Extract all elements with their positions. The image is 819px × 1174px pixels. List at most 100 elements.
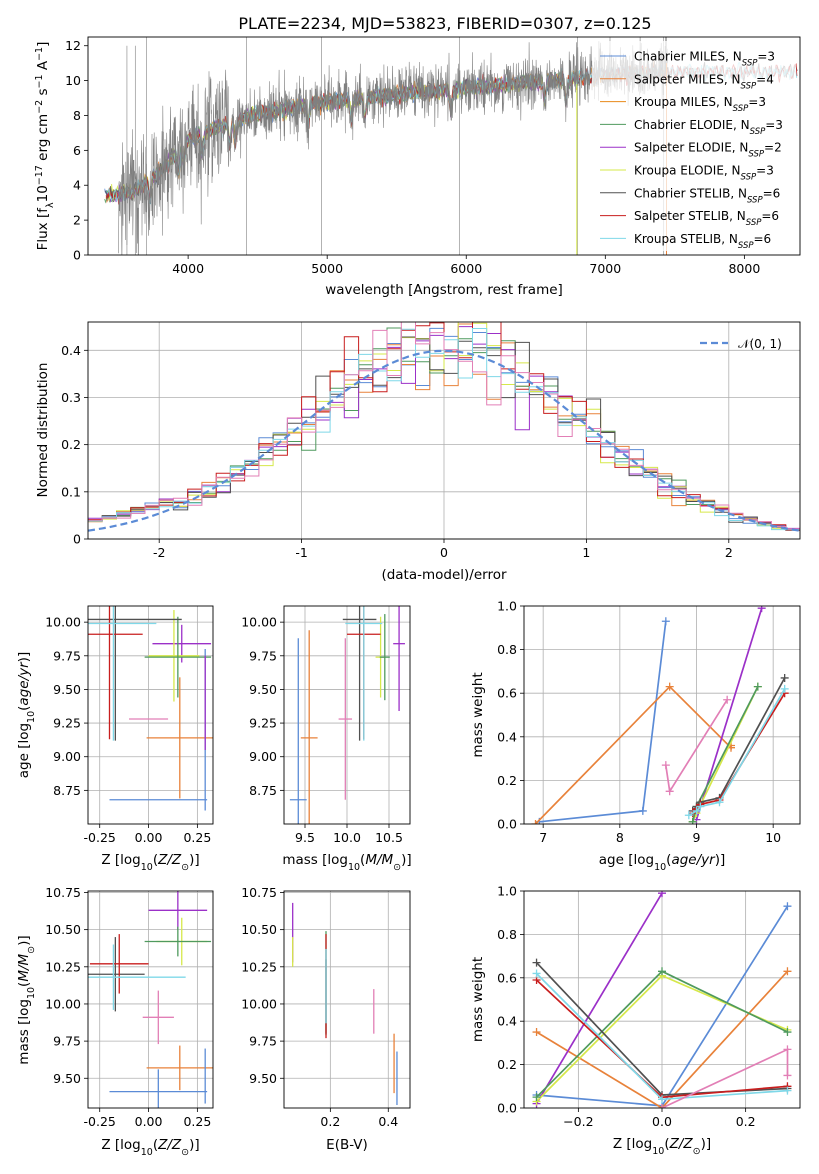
x-tick-label: 0.2	[736, 1114, 756, 1129]
y-tick-label: 9.75	[53, 648, 81, 663]
y-tick-label: 10	[65, 73, 81, 88]
axes-frame	[283, 890, 411, 1109]
y-axis-label: mass weight	[470, 957, 486, 1042]
x-tick-label: 10	[765, 830, 781, 845]
y-tick-label: 10.50	[241, 922, 277, 937]
y-tick-label: 0.6	[497, 970, 517, 985]
axes-frame	[523, 605, 801, 825]
residuals-panel: -2 -1 0 1 2 0 0.1 0.2 0.3 0.4 𝒩(0, 1) (data-model)/…	[35, 321, 801, 583]
weight-point-marker	[715, 798, 724, 807]
y-tick-label: 0.2	[61, 437, 81, 452]
x-tick-label: 0.00	[135, 1114, 163, 1129]
y-tick-label: 1.0	[497, 599, 517, 614]
x-tick-label: -1	[295, 545, 307, 560]
data-spectrum-line	[118, 37, 669, 255]
y-axis-label: age [log10(age/yr)]	[16, 652, 37, 778]
y-axis-label: Normed distribution	[35, 363, 51, 498]
x-axis-label: Z [log10(Z/Z⊙)]	[101, 852, 199, 873]
weight-point-marker	[658, 1104, 666, 1108]
y-tick-label: 10.00	[45, 615, 81, 630]
weight-point-marker	[783, 1086, 792, 1095]
weight-point-marker	[692, 806, 701, 815]
y-tick-label: 12	[65, 38, 81, 53]
gaussian-curve	[88, 349, 800, 532]
weight-point-marker	[753, 682, 762, 691]
y-tick-label: 10.25	[45, 959, 81, 974]
figure-title: PLATE=2234, MJD=53823, FIBERID=0307, z=0…	[238, 14, 651, 33]
x-tick-label: 0.0	[652, 1114, 672, 1129]
weight-point-marker	[658, 891, 666, 898]
y-tick-label: 0.2	[497, 773, 517, 788]
model-spectrum-line	[105, 73, 578, 203]
y-tick-label: 0.6	[497, 686, 517, 701]
y-tick-label: 9.50	[249, 1071, 277, 1086]
y-tick-label: 9.25	[53, 716, 81, 731]
residual-histogram	[88, 322, 800, 530]
age-vs-mass-panel: 9.5 10.0 10.5 8.75 9.00 9.25 9.50 9.75 10.00 mass…	[241, 605, 412, 873]
legend-label: Salpeter MILES, NSSP=4	[634, 72, 774, 91]
legend-label: Salpeter STELIB, NSSP=6	[634, 209, 779, 228]
weight-point-marker	[757, 606, 766, 613]
plot-area	[532, 891, 792, 1108]
x-tick-label: -2	[153, 545, 165, 560]
weight-series-line	[536, 970, 789, 1108]
ticks: −0.2 0.0 0.2 0.0 0.2 0.4 0.6 0.8 1.0	[497, 884, 755, 1130]
ticks: 7 8 9 10 0.0 0.2 0.4 0.6 0.8 1.0	[497, 599, 781, 846]
plot-area	[292, 902, 398, 1106]
weight-vs-age-panel: 7 8 9 10 0.0 0.2 0.4 0.6 0.8 1.0 age [log10(age/yr…	[470, 599, 801, 873]
y-tick-label: 9.50	[53, 682, 81, 697]
x-axis-label: mass [log10(M/M⊙)]	[282, 852, 411, 873]
legend-label: Chabrier STELIB, NSSP=6	[634, 186, 780, 205]
weight-point-marker	[780, 673, 789, 682]
y-tick-label: 0.0	[497, 817, 517, 832]
residual-histogram	[88, 336, 800, 531]
ticks: -0.25 0.00 0.25 9.50 9.75 10.00 10.25 10.50 10.7…	[45, 885, 211, 1129]
ticks: -2 -1 0 1 2 0 0.1 0.2 0.3 0.4	[61, 343, 733, 560]
y-tick-label: 8	[73, 108, 81, 123]
legend: 𝒩(0, 1)	[700, 337, 782, 351]
weight-point-marker	[723, 695, 732, 704]
y-tick-label: 10.00	[241, 996, 277, 1011]
weight-point-marker	[532, 1028, 541, 1037]
y-tick-label: 0.1	[61, 484, 81, 499]
weight-point-marker	[532, 958, 541, 967]
x-tick-label: 1	[582, 545, 590, 560]
y-tick-label: 0	[73, 248, 81, 263]
y-tick-label: 9.75	[249, 648, 277, 663]
age-vs-metallicity-panel: -0.25 0.00 0.25 8.75 9.00 9.25 9.50 9.75 10.00 Z …	[16, 605, 214, 873]
x-tick-label: 0.25	[183, 1114, 211, 1129]
weight-point-marker	[783, 902, 792, 911]
weight-series-line	[661, 1048, 789, 1108]
x-axis-label: wavelength [Angstrom, rest frame]	[325, 282, 563, 298]
legend-label: Salpeter ELODIE, NSSP=2	[634, 141, 782, 160]
mass-vs-metallicity-panel: -0.25 0.00 0.25 9.50 9.75 10.00 10.25 10.50 10.7…	[16, 885, 214, 1158]
x-tick-label: 0.4	[378, 1114, 398, 1129]
y-tick-label: 0.8	[497, 642, 517, 657]
y-tick-label: 10.00	[241, 615, 277, 630]
ticks: 0.2 0.4 9.50 9.75 10.00 10.25 10.50 10.75	[241, 885, 398, 1129]
y-tick-label: 9.00	[53, 749, 81, 764]
y-tick-label: 10.00	[45, 996, 81, 1011]
y-tick-label: 2	[73, 213, 81, 228]
axes-frame	[523, 890, 801, 1109]
plot-area	[531, 606, 789, 824]
y-tick-label: 9.75	[53, 1034, 81, 1049]
axes-frame	[87, 890, 214, 1109]
weight-point-marker	[665, 682, 674, 691]
weight-point-marker	[532, 969, 541, 978]
y-tick-label: 9.75	[249, 1034, 277, 1049]
plot-area	[88, 891, 213, 1108]
y-tick-label: 6	[73, 143, 81, 158]
y-tick-label: 0.3	[61, 390, 81, 405]
y-tick-label: 10.75	[241, 885, 277, 900]
weight-point-marker	[661, 617, 670, 626]
weight-point-marker	[783, 1045, 792, 1054]
legend-label: Kroupa STELIB, NSSP=6	[634, 232, 771, 251]
y-axis-label: mass [log10(M/M⊙)]	[16, 935, 37, 1064]
weight-point-marker	[684, 811, 693, 820]
x-axis-label: E(B-V)	[326, 1137, 368, 1153]
legend-label: Kroupa ELODIE, NSSP=3	[634, 164, 774, 183]
x-tick-label: 2	[725, 545, 733, 560]
weight-point-marker	[658, 1095, 666, 1104]
